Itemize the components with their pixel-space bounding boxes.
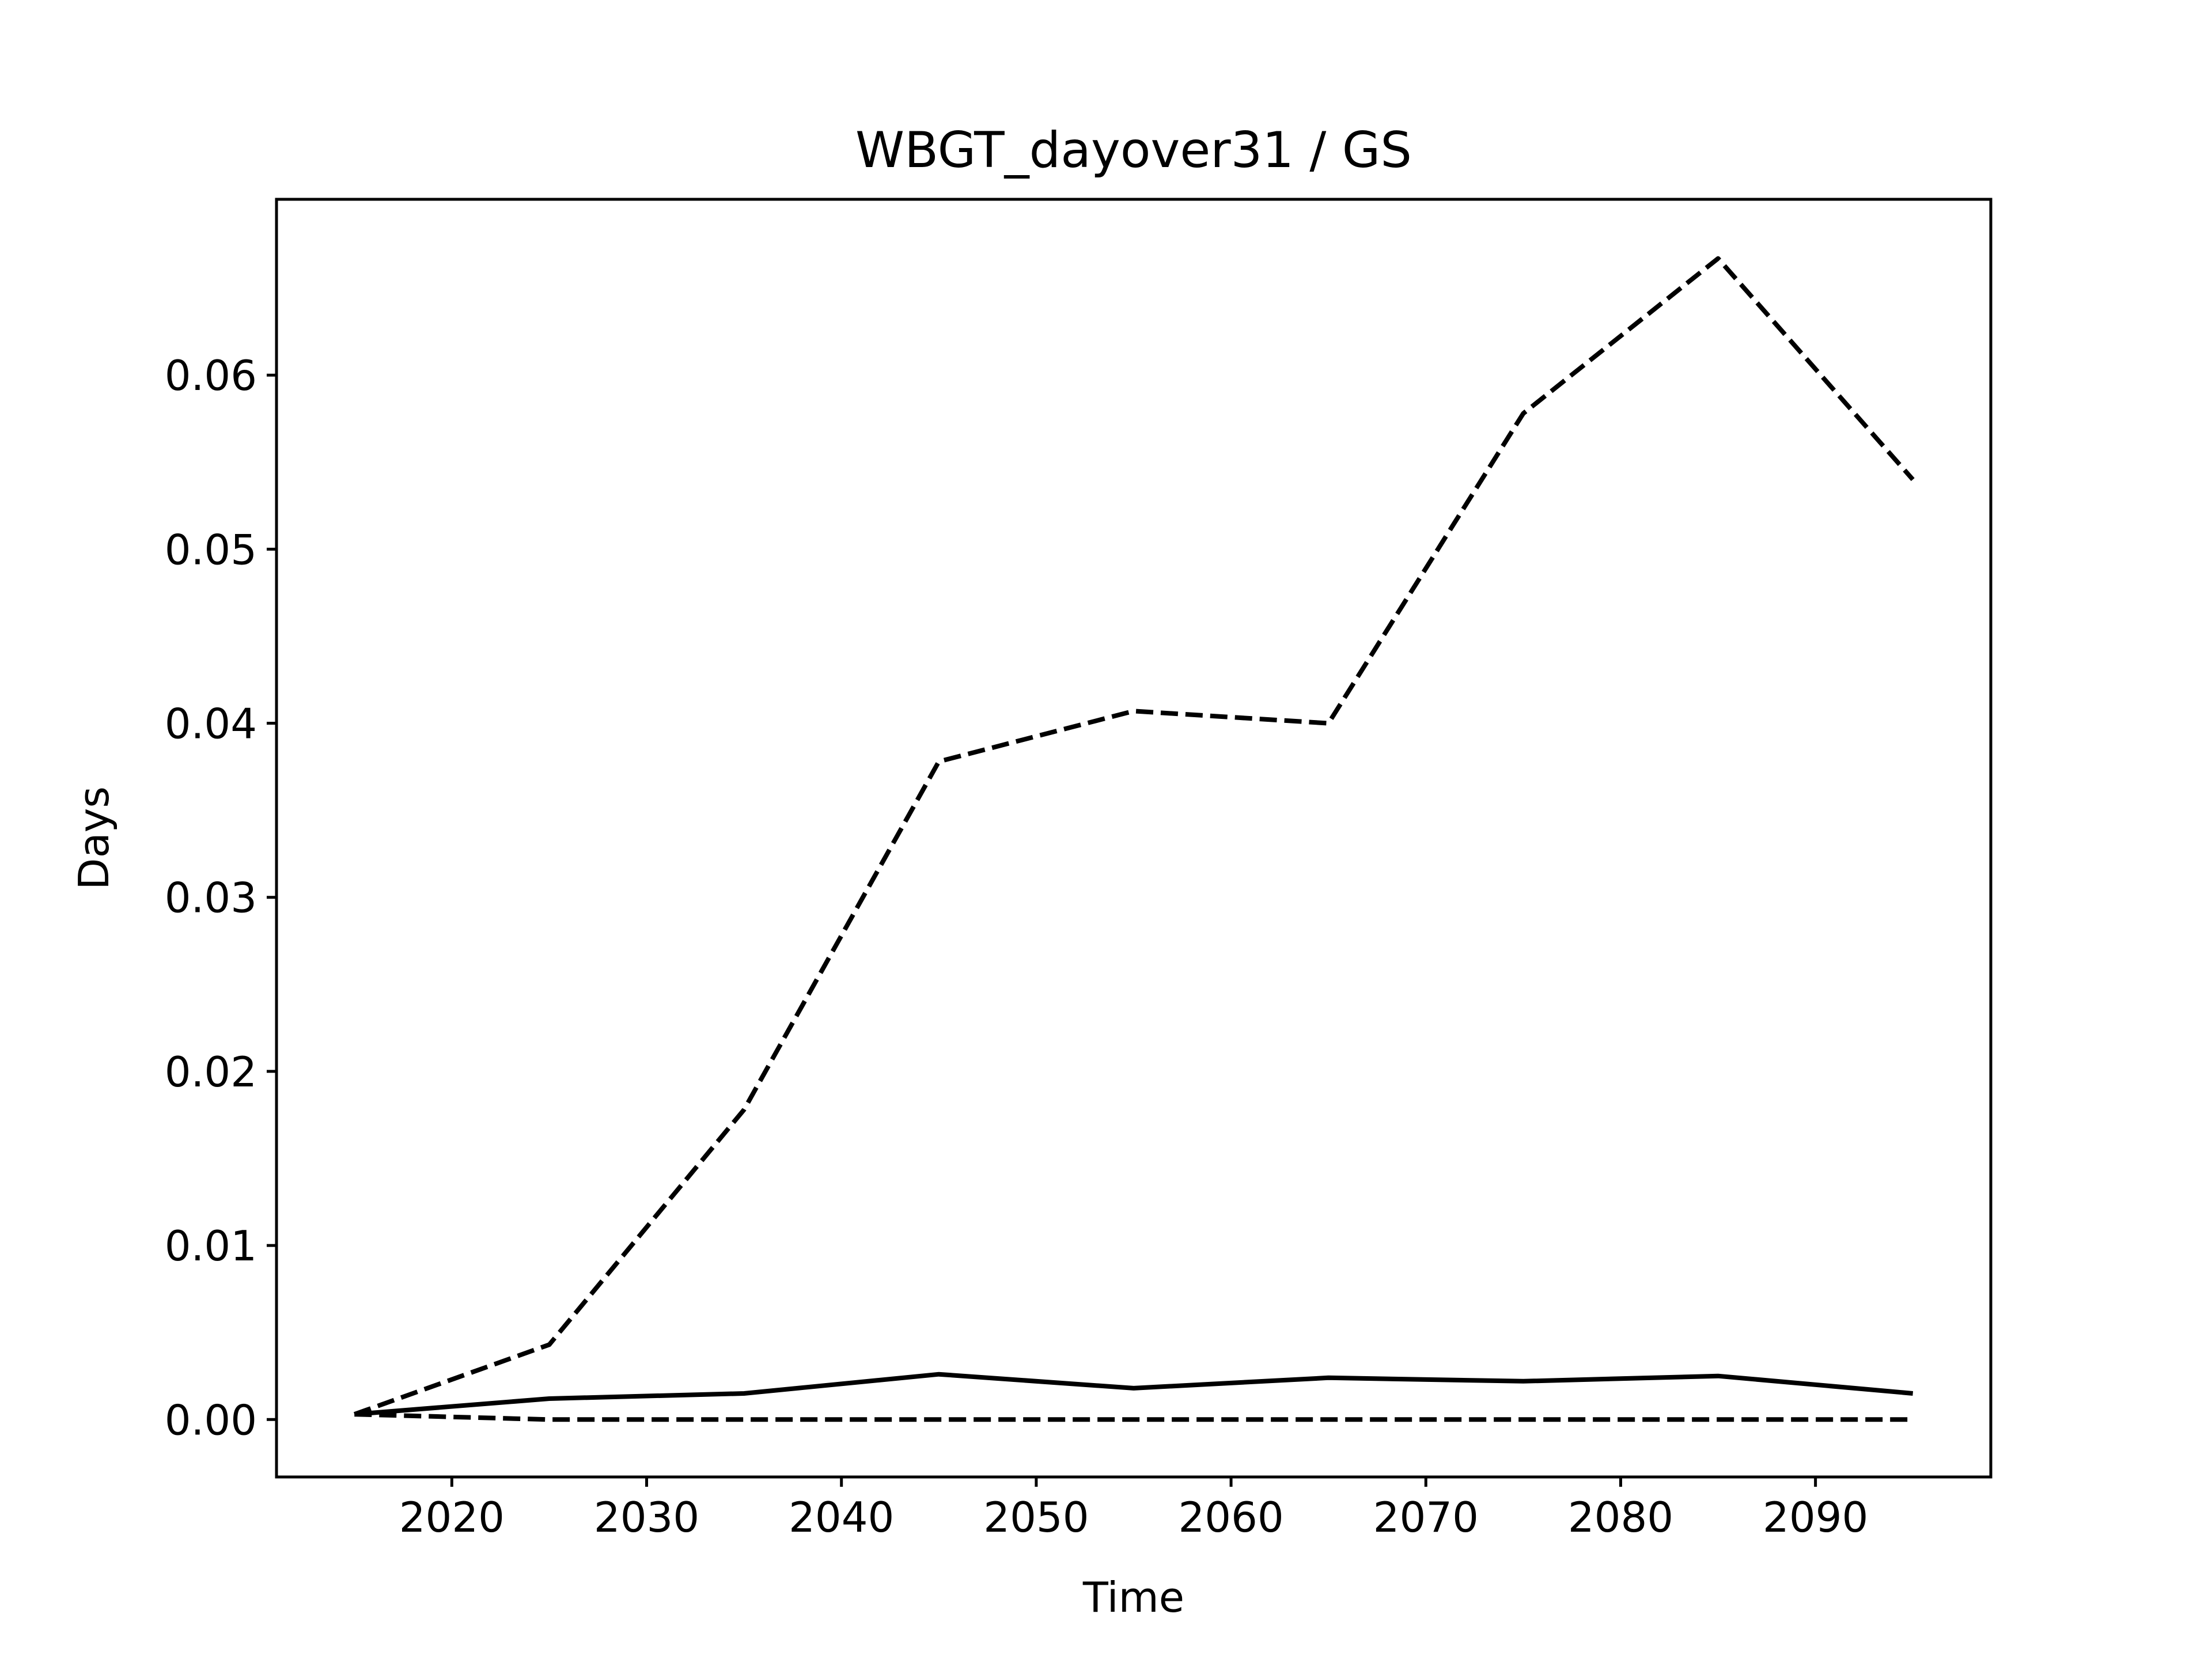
x-tick-label: 2060 [1178, 1493, 1283, 1541]
x-tick-label: 2080 [1568, 1493, 1673, 1541]
x-tick-label: 2090 [1763, 1493, 1868, 1541]
series-line-3 [354, 1412, 1913, 1422]
y-tick-label: 0.00 [165, 1396, 257, 1444]
y-tick-label: 0.01 [165, 1222, 257, 1270]
x-axis-label: Time [1082, 1573, 1184, 1622]
y-tick-label: 0.03 [165, 874, 257, 922]
x-tick-label: 2030 [594, 1493, 699, 1541]
x-tick-label: 2070 [1373, 1493, 1479, 1541]
plot-frame [275, 198, 1993, 1479]
x-tick-label: 2050 [983, 1493, 1089, 1541]
y-tick-label: 0.04 [165, 700, 257, 748]
y-tick-label: 0.06 [165, 351, 257, 400]
y-axis-label: Days [70, 786, 118, 890]
x-axis: 2020 2030 2040 2050 2060 2070 2080 2090 [399, 1477, 1868, 1541]
y-tick-label: 0.05 [165, 525, 257, 574]
y-axis: 0.00 0.01 0.02 0.03 0.04 0.05 0.06 [165, 351, 276, 1444]
series-line-1 [354, 1372, 1914, 1417]
series-line-2 [353, 256, 1915, 1416]
x-tick-label: 2040 [789, 1493, 894, 1541]
plot-area [353, 256, 1915, 1422]
chart-title: WBGT_dayover31 / GS [855, 122, 1412, 179]
x-tick-label: 2020 [399, 1493, 505, 1541]
y-tick-label: 0.02 [165, 1048, 257, 1096]
